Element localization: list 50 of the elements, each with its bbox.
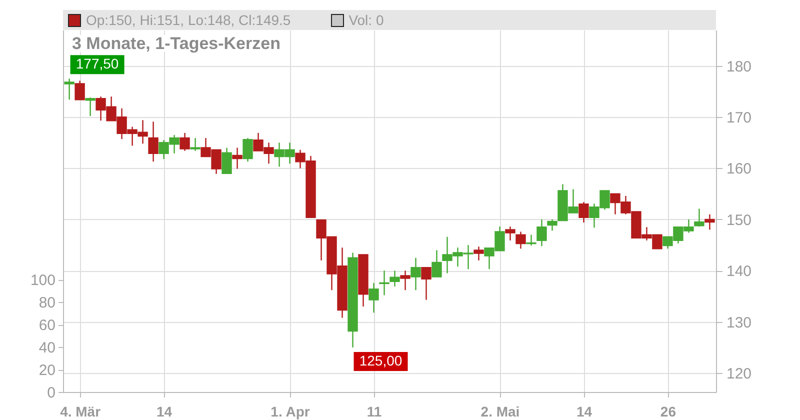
candlestick bbox=[536, 218, 547, 247]
candlestick bbox=[85, 96, 96, 117]
x-tick-label: 14 bbox=[576, 404, 592, 420]
y-tick-label: 120 bbox=[726, 366, 752, 383]
text: Op:150, Hi:151, Lo:148, Cl:149.5 bbox=[86, 12, 291, 28]
y-tick-label: 160 bbox=[726, 160, 752, 178]
candlestick bbox=[410, 257, 421, 291]
text: Vol: 0 bbox=[348, 12, 384, 28]
y-tick-label: 140 bbox=[726, 263, 752, 280]
candlestick bbox=[694, 208, 704, 228]
candlestick bbox=[222, 147, 232, 174]
candlestick bbox=[148, 121, 158, 162]
y-tick-label: 180 bbox=[726, 58, 752, 76]
candlestick bbox=[432, 250, 442, 278]
candlestick bbox=[547, 218, 558, 232]
y2-tick-label: 40 bbox=[38, 340, 56, 357]
chart-title: 3 Monate, 1-Tages-Kerzen bbox=[70, 34, 282, 53]
x-tick-label: 14 bbox=[156, 404, 172, 420]
x-tick-label: 2. Mai bbox=[480, 404, 520, 420]
x-tick-label: 26 bbox=[660, 404, 676, 420]
candlestick bbox=[232, 147, 242, 170]
y-tick-label: 130 bbox=[726, 314, 752, 332]
annotation: 125,00 bbox=[359, 352, 402, 368]
candlestick bbox=[242, 137, 253, 162]
y2-tick-label: 0 bbox=[47, 384, 56, 402]
candlestick bbox=[368, 282, 379, 314]
y2-tick-label: 60 bbox=[38, 317, 56, 334]
y-tick-label: 150 bbox=[726, 212, 752, 229]
candlestick bbox=[180, 132, 190, 152]
candlestick bbox=[516, 231, 526, 250]
candlestick bbox=[74, 80, 85, 100]
x-tick-label: 11 bbox=[366, 404, 382, 420]
y2-tick-label: 100 bbox=[30, 272, 56, 290]
candlestick bbox=[578, 201, 589, 224]
y2-tick-label: 80 bbox=[38, 294, 56, 312]
annotation: 177,50 bbox=[76, 56, 119, 72]
candlestick bbox=[190, 137, 200, 152]
y-tick-label: 170 bbox=[726, 110, 752, 127]
x-tick-label: 1. Apr bbox=[270, 404, 310, 420]
candlestick bbox=[390, 270, 400, 288]
x-tick-label: 4. Mär bbox=[60, 404, 102, 420]
y2-tick-label: 20 bbox=[38, 362, 56, 379]
candlestick bbox=[400, 270, 410, 291]
candlestick bbox=[474, 246, 484, 262]
candlestick bbox=[379, 270, 390, 296]
candlestick bbox=[421, 266, 432, 300]
candlestick bbox=[704, 214, 715, 230]
candlestick bbox=[505, 226, 516, 242]
candlestick bbox=[526, 234, 536, 246]
candlestick bbox=[64, 78, 74, 100]
